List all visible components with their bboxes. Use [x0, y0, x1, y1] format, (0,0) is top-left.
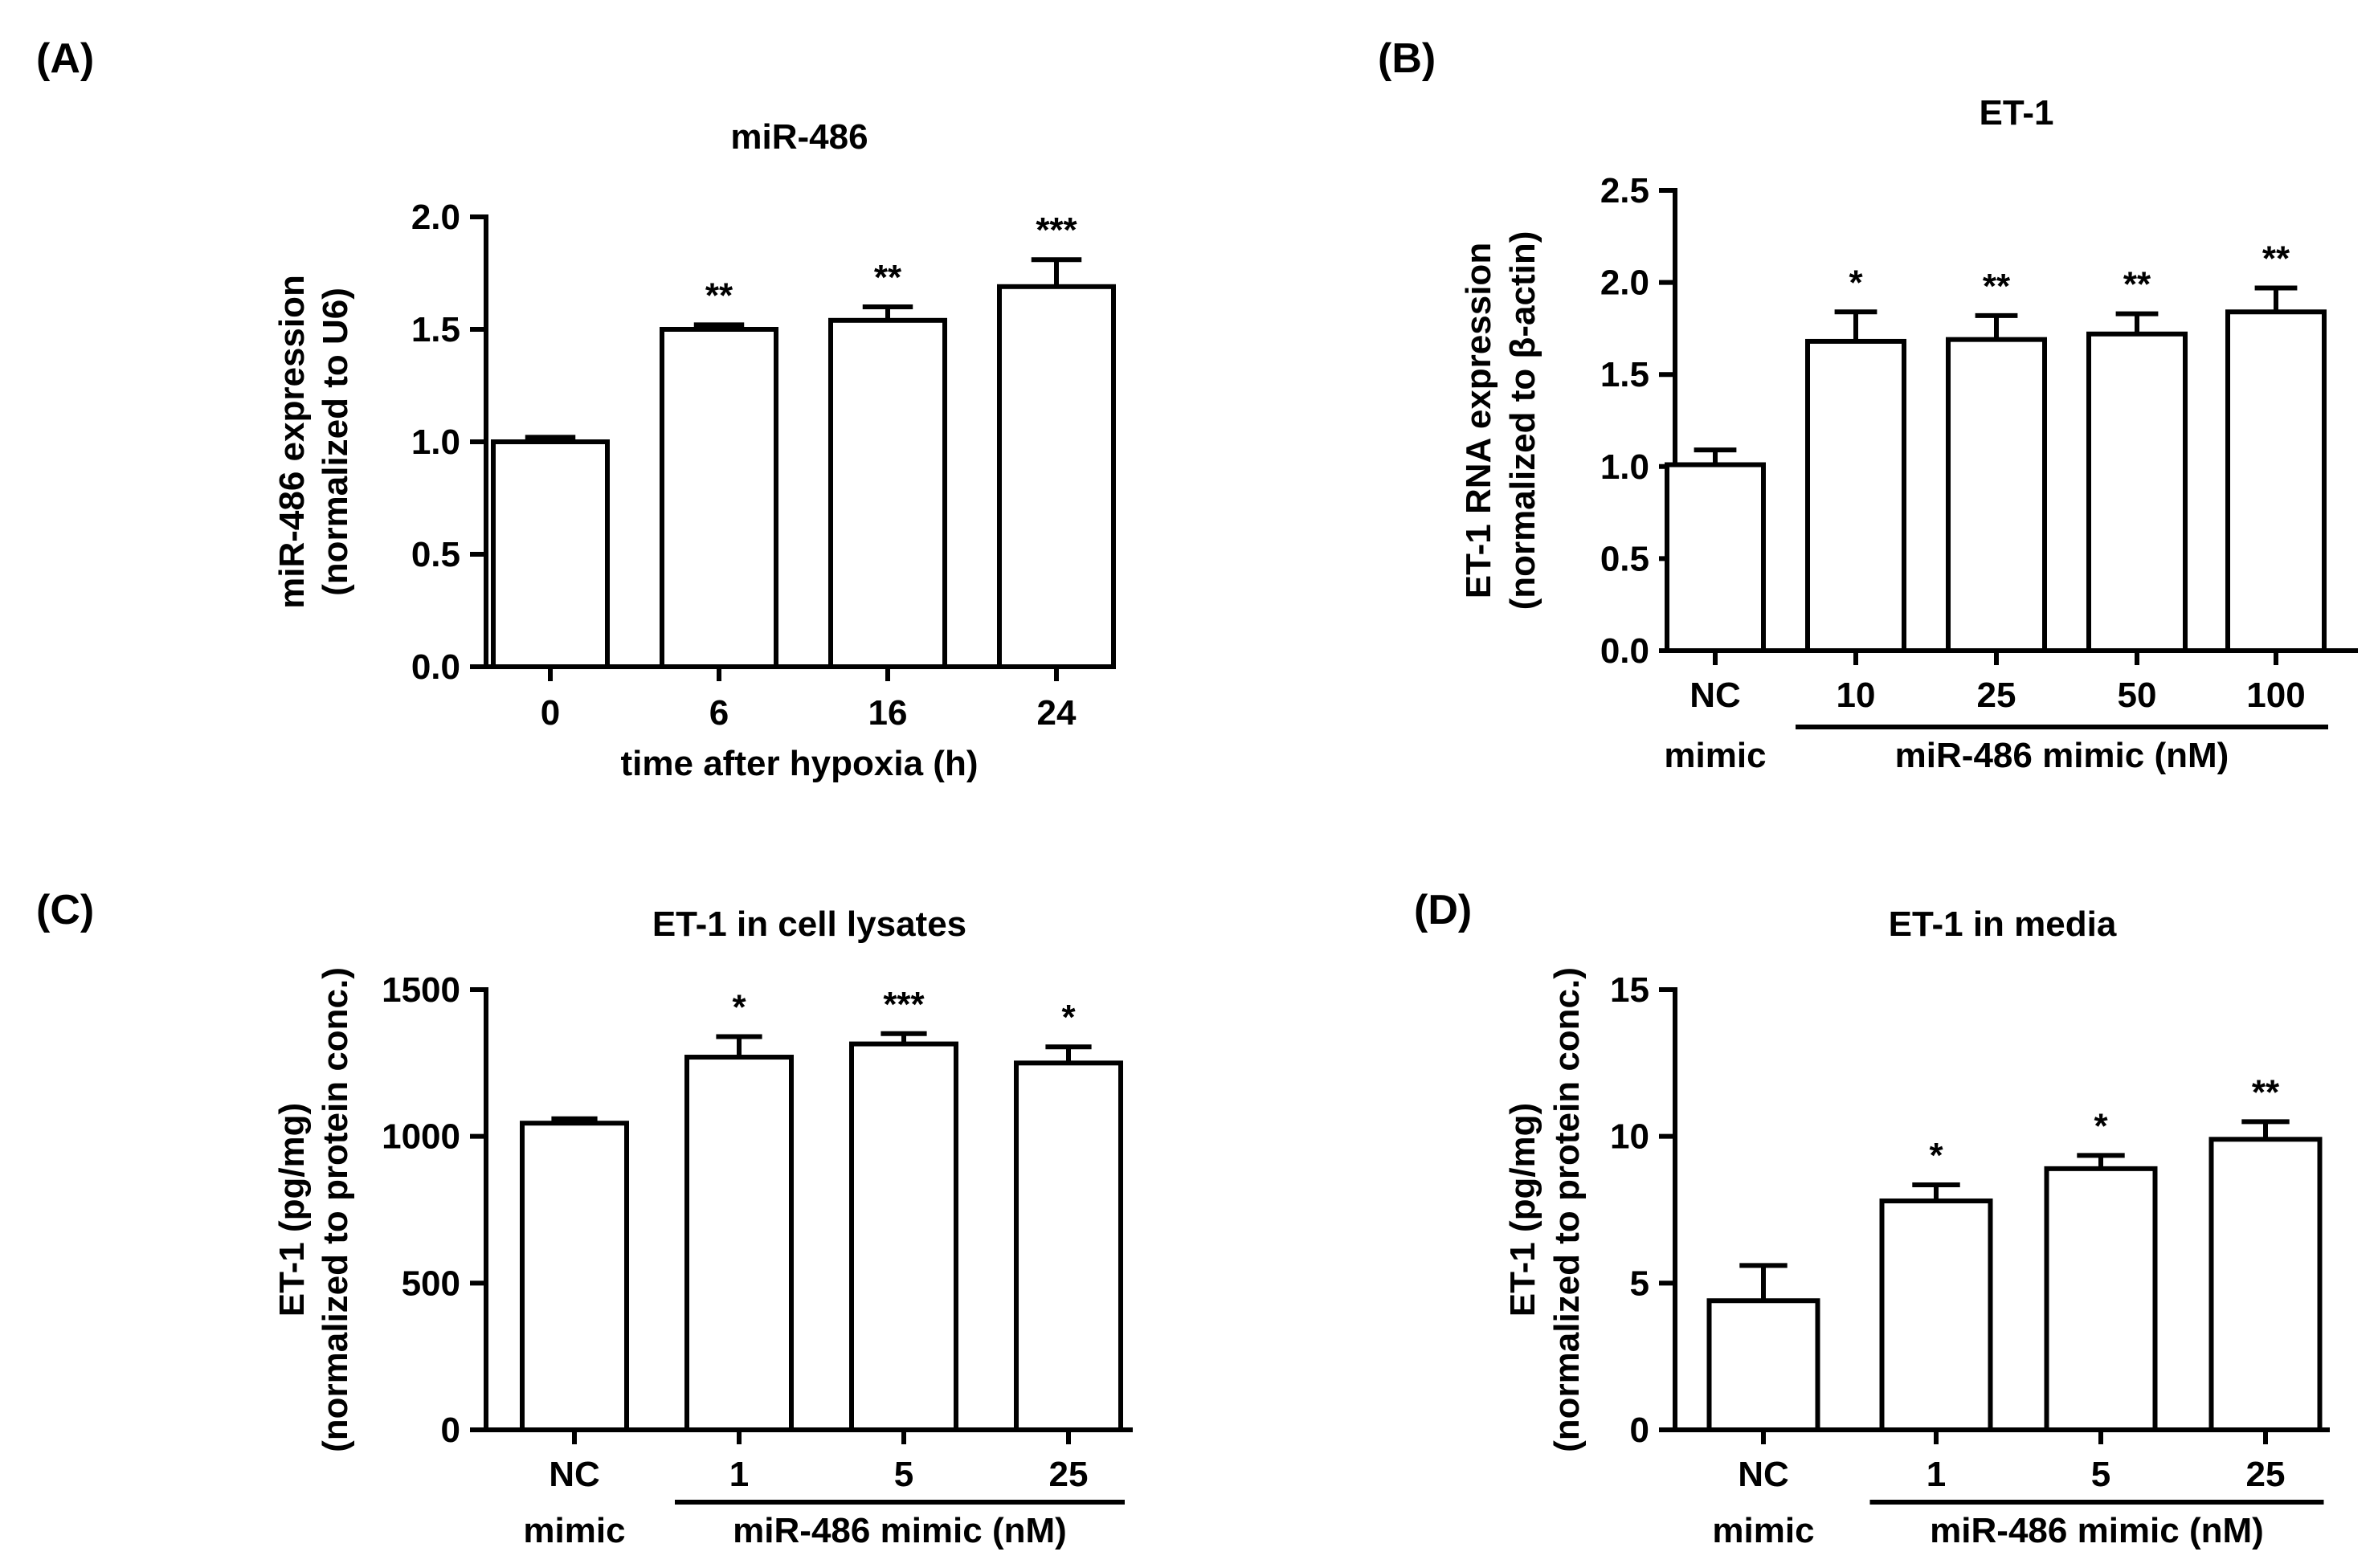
- y-tick-label: 10: [1610, 1117, 1649, 1157]
- bar: [1665, 462, 1766, 653]
- significance-marker: *: [2094, 1106, 2108, 1145]
- chart-panel-d: (D) ET-1 in media ET-1 (pg/mg) (normalized …: [1414, 887, 2330, 1550]
- y-axis-label: ET-1 (pg/mg): [1503, 1103, 1542, 1317]
- chart-title: ET-1 in cell lysates: [652, 904, 966, 944]
- bar: [684, 1055, 794, 1432]
- panel-label: (A): [36, 35, 94, 82]
- x-tick-label: NC: [1738, 1455, 1789, 1494]
- y-tick-label: 2.5: [1600, 171, 1649, 210]
- x-tick-label: NC: [1690, 676, 1741, 715]
- significance-marker: **: [874, 258, 902, 297]
- y-tick-label: 0: [441, 1411, 460, 1450]
- y-tick-label: 15: [1610, 970, 1649, 1010]
- x-tick-label: 6: [709, 693, 729, 733]
- significance-marker: *: [1849, 263, 1863, 302]
- x-tick-label: 100: [2246, 676, 2305, 715]
- significance-marker: *: [732, 987, 746, 1027]
- y-axis-label-sub: (normalized to protein conc.): [316, 967, 355, 1452]
- bar: [1946, 337, 2047, 653]
- y-tick-label: 0.5: [1600, 539, 1649, 578]
- y-tick-label: 1.5: [411, 310, 460, 349]
- bar: [491, 439, 610, 669]
- y-tick-label: 0.5: [411, 535, 460, 574]
- chart-title: miR-486: [730, 117, 868, 157]
- y-tick-label: 0.0: [1600, 631, 1649, 671]
- y-tick-label: 1.0: [411, 423, 460, 462]
- x-tick-label: NC: [549, 1455, 600, 1494]
- y-tick-label: 500: [402, 1264, 460, 1303]
- y-tick-label: 1000: [382, 1117, 460, 1157]
- bar: [849, 1041, 958, 1432]
- significance-marker: *: [1929, 1136, 1943, 1175]
- bar: [2086, 331, 2188, 653]
- group-label: miR-486 mimic (nM): [1930, 1511, 2264, 1550]
- y-axis-label: ET-1 (pg/mg): [272, 1103, 312, 1317]
- panel-label: (C): [36, 887, 94, 933]
- x-tick-label: 25: [1049, 1455, 1089, 1494]
- bar: [2225, 309, 2327, 653]
- bar: [828, 317, 947, 669]
- x-tick-label: 5: [2091, 1455, 2110, 1494]
- control-sublabel: mimic: [1712, 1511, 1814, 1550]
- x-tick-label: 0: [541, 693, 560, 733]
- chart-panel-c: (C) ET-1 in cell lysates ET-1 (pg/mg) (norm…: [36, 887, 1133, 1550]
- panel-label: (D): [1414, 887, 1472, 933]
- y-tick-label: 0: [1630, 1411, 1649, 1450]
- chart-title: ET-1: [1980, 93, 2054, 133]
- control-sublabel: mimic: [523, 1511, 625, 1550]
- significance-marker: *: [1061, 998, 1076, 1037]
- x-tick-label: 1: [729, 1455, 749, 1494]
- x-tick-label: 50: [2118, 676, 2157, 715]
- x-tick-label: 24: [1037, 693, 1077, 733]
- significance-marker: **: [1983, 267, 2011, 306]
- y-tick-label: 1500: [382, 970, 460, 1010]
- x-tick-label: 10: [1837, 676, 1876, 715]
- y-tick-label: 1.5: [1600, 355, 1649, 394]
- chart-title: ET-1 in media: [1889, 904, 2117, 944]
- significance-marker: **: [2252, 1072, 2280, 1112]
- bar: [660, 327, 778, 669]
- y-axis-label: miR-486 expression: [272, 275, 312, 609]
- y-tick-label: 2.0: [411, 198, 460, 237]
- y-tick-label: 1.0: [1600, 447, 1649, 487]
- x-tick-label: 16: [868, 693, 908, 733]
- group-label: miR-486 mimic (nM): [1895, 736, 2229, 775]
- group-label: miR-486 mimic (nM): [733, 1511, 1067, 1550]
- bar: [1805, 338, 1906, 653]
- bar: [2208, 1137, 2323, 1432]
- panel-label: (B): [1378, 35, 1436, 82]
- y-tick-label: 2.0: [1600, 263, 1649, 303]
- chart-panel-b: (B) ET-1 ET-1 RNA expression (normalized to…: [1378, 35, 2358, 775]
- x-tick-label: 25: [1977, 676, 2016, 715]
- significance-marker: **: [2262, 239, 2290, 278]
- y-axis-label: ET-1 RNA expression: [1459, 243, 1498, 598]
- y-axis-label-sub: (normalized to β-actin): [1503, 231, 1542, 610]
- bar: [2044, 1166, 2158, 1433]
- x-tick-label: 5: [894, 1455, 913, 1494]
- bar: [1014, 1060, 1123, 1433]
- significance-marker: ***: [883, 985, 925, 1024]
- y-tick-label: 0.0: [411, 647, 460, 687]
- control-sublabel: mimic: [1664, 736, 1766, 775]
- y-axis-label-sub: (normalized to protein conc.): [1547, 967, 1587, 1452]
- bar: [997, 284, 1116, 669]
- significance-marker: **: [705, 276, 733, 315]
- bar: [1879, 1198, 1993, 1433]
- x-tick-label: 25: [2246, 1455, 2286, 1494]
- y-tick-label: 5: [1630, 1264, 1649, 1303]
- x-tick-label: 1: [1927, 1455, 1946, 1494]
- chart-panel-a: (A) miR-486 miR-486 expression (normalized …: [36, 35, 1116, 783]
- significance-marker: ***: [1036, 210, 1077, 250]
- y-axis-label-sub: (normalized to U6): [316, 288, 355, 596]
- x-axis-label: time after hypoxia (h): [621, 744, 979, 783]
- significance-marker: **: [2123, 265, 2151, 304]
- bar: [520, 1121, 629, 1433]
- bar: [1706, 1298, 1820, 1432]
